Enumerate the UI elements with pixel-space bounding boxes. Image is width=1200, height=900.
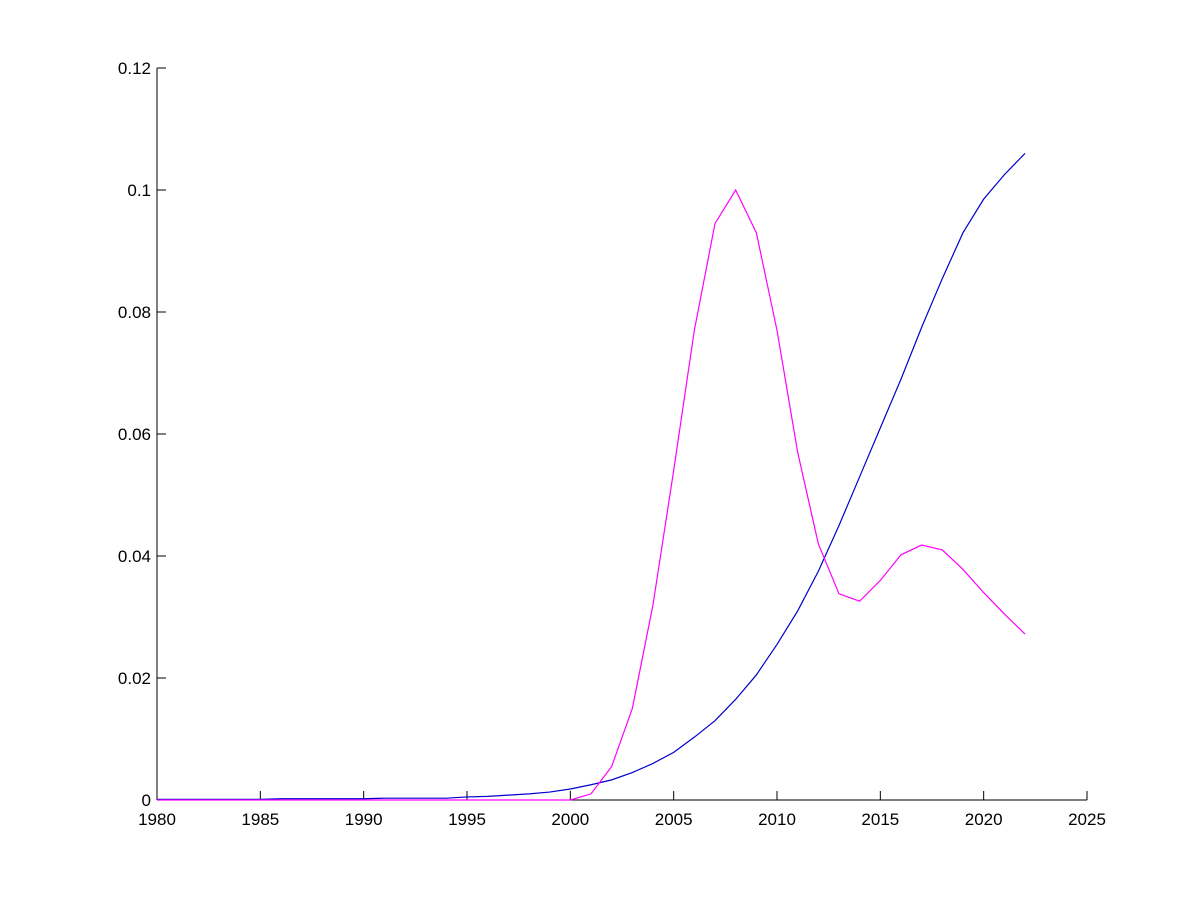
x-tick-label: 1990	[345, 810, 383, 829]
x-tick-label: 2010	[758, 810, 796, 829]
x-tick-label: 2015	[861, 810, 899, 829]
x-tick-label: 2020	[965, 810, 1003, 829]
series-line	[157, 152, 1026, 800]
x-tick-label: 2025	[1068, 810, 1106, 829]
y-tick-label: 0.12	[118, 59, 151, 78]
y-tick-label: 0.02	[118, 669, 151, 688]
x-tick-label: 2000	[551, 810, 589, 829]
x-tick-label: 2005	[655, 810, 693, 829]
y-tick-label: 0.04	[118, 547, 151, 566]
y-tick-label: 0.06	[118, 425, 151, 444]
series-line	[157, 188, 1026, 801]
y-tick-label: 0.1	[127, 181, 151, 200]
y-tick-label: 0	[142, 791, 151, 810]
x-tick-label: 1980	[138, 810, 176, 829]
x-tick-label: 1985	[241, 810, 279, 829]
y-tick-label: 0.08	[118, 303, 151, 322]
x-tick-label: 1995	[448, 810, 486, 829]
